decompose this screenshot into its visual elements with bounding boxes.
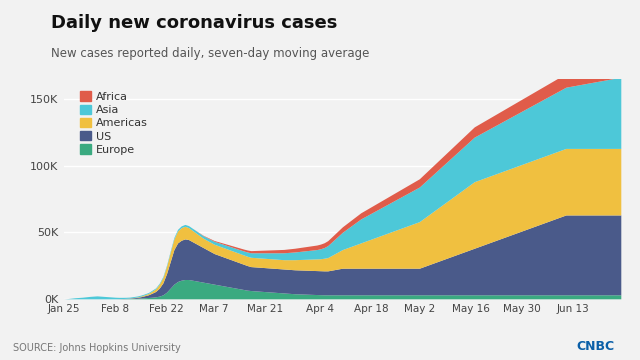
Text: SOURCE: Johns Hopkins University: SOURCE: Johns Hopkins University [13,343,180,353]
Text: New cases reported daily, seven-day moving average: New cases reported daily, seven-day movi… [51,47,369,60]
Text: Daily new coronavirus cases: Daily new coronavirus cases [51,14,337,32]
Legend: Africa, Asia, Americas, US, Europe: Africa, Asia, Americas, US, Europe [75,87,152,159]
Text: CNBC: CNBC [576,340,614,353]
